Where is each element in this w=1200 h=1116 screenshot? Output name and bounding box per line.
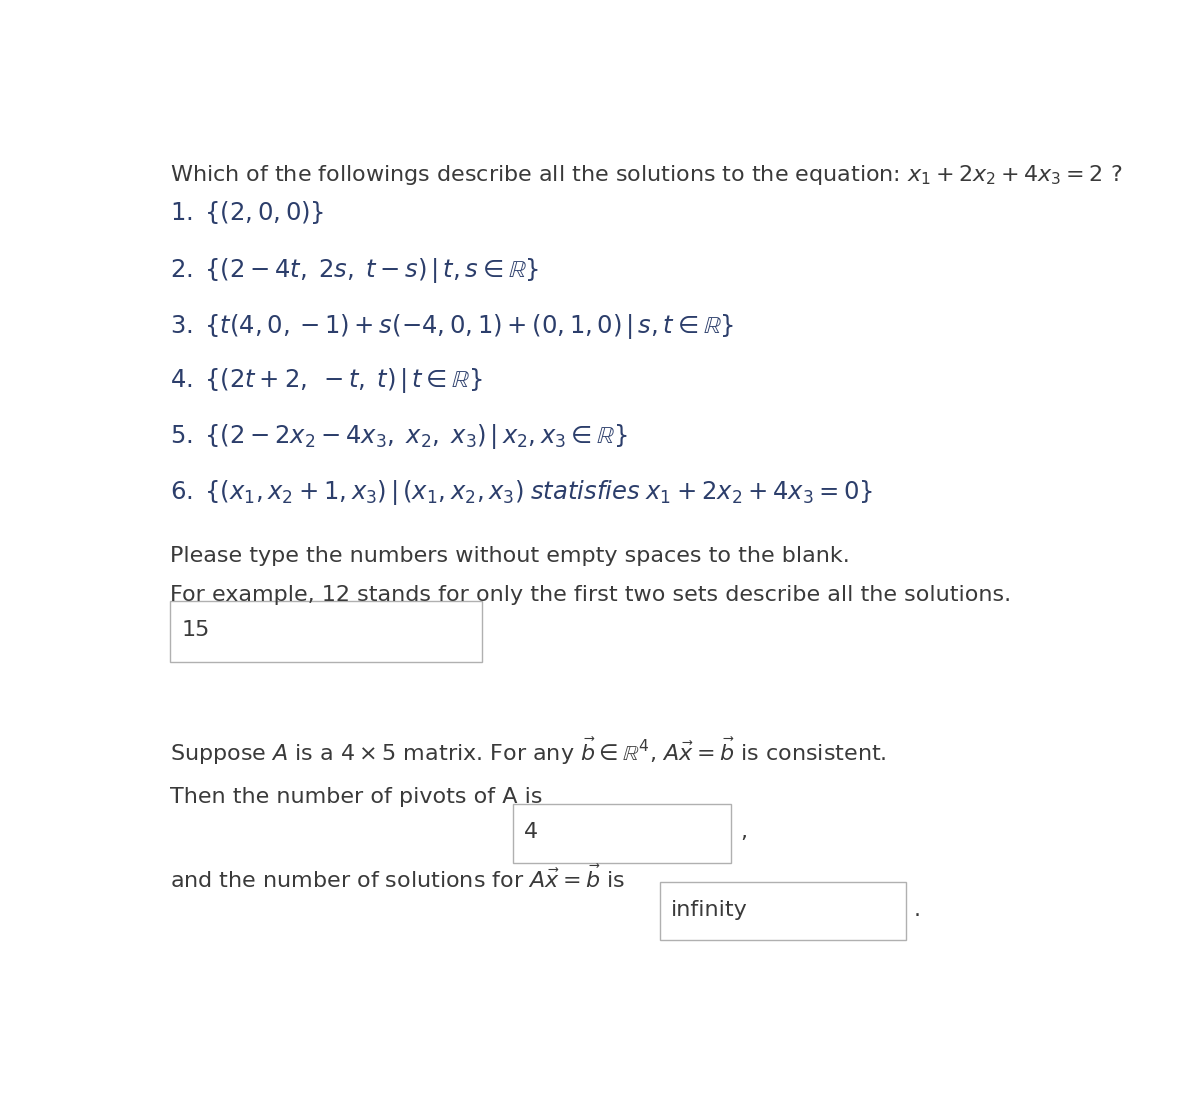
Text: 4: 4: [524, 822, 538, 843]
FancyBboxPatch shape: [660, 882, 906, 940]
Text: Suppose $A$ is a $4 \times 5$ matrix. For any $\vec{b} \in \mathbb{R}^4$, $A\vec: Suppose $A$ is a $4 \times 5$ matrix. Fo…: [170, 735, 887, 767]
Text: $6.\;\{(x_1, x_2 + 1, x_3)\,|\,(x_1, x_2, x_3)\;\mathit{statisfies}\; x_1 + 2x_2: $6.\;\{(x_1, x_2 + 1, x_3)\,|\,(x_1, x_2…: [170, 478, 874, 507]
Text: .: .: [913, 899, 920, 920]
Text: $1.\;\{(2, 0, 0)\}$: $1.\;\{(2, 0, 0)\}$: [170, 200, 325, 227]
FancyBboxPatch shape: [170, 600, 482, 663]
Text: Then the number of pivots of A is: Then the number of pivots of A is: [170, 787, 542, 807]
Text: $5.\;\{(2 - 2x_2 - 4x_3,\; x_2,\; x_3)\,|\,x_2, x_3 \in \mathbb{R}\}$: $5.\;\{(2 - 2x_2 - 4x_3,\; x_2,\; x_3)\,…: [170, 422, 629, 451]
Text: Which of the followings describe all the solutions to the equation: $x_1 + 2x_2 : Which of the followings describe all the…: [170, 163, 1123, 187]
Text: $3.\;\{t(4, 0, -1) + s(-4, 0, 1) + (0, 1, 0)\,|\,s, t \in \mathbb{R}\}$: $3.\;\{t(4, 0, -1) + s(-4, 0, 1) + (0, 1…: [170, 311, 734, 340]
Text: infinity: infinity: [671, 899, 748, 920]
Text: $2.\;\{(2 - 4t,\; 2s,\; t - s)\,|\,t, s \in \mathbb{R}\}$: $2.\;\{(2 - 4t,\; 2s,\; t - s)\,|\,t, s …: [170, 256, 540, 285]
Text: $4.\;\{(2t + 2,\; -t,\; t)\,|\,t \in \mathbb{R}\}$: $4.\;\{(2t + 2,\; -t,\; t)\,|\,t \in \ma…: [170, 366, 484, 395]
Text: and the number of solutions for $A\vec{x} = \vec{b}$ is: and the number of solutions for $A\vec{x…: [170, 864, 625, 892]
Text: For example, 12 stands for only the first two sets describe all the solutions.: For example, 12 stands for only the firs…: [170, 585, 1012, 605]
Text: Please type the numbers without empty spaces to the blank.: Please type the numbers without empty sp…: [170, 547, 851, 567]
FancyBboxPatch shape: [512, 805, 731, 863]
Text: 15: 15: [181, 620, 210, 641]
Text: ,: ,: [740, 822, 748, 843]
